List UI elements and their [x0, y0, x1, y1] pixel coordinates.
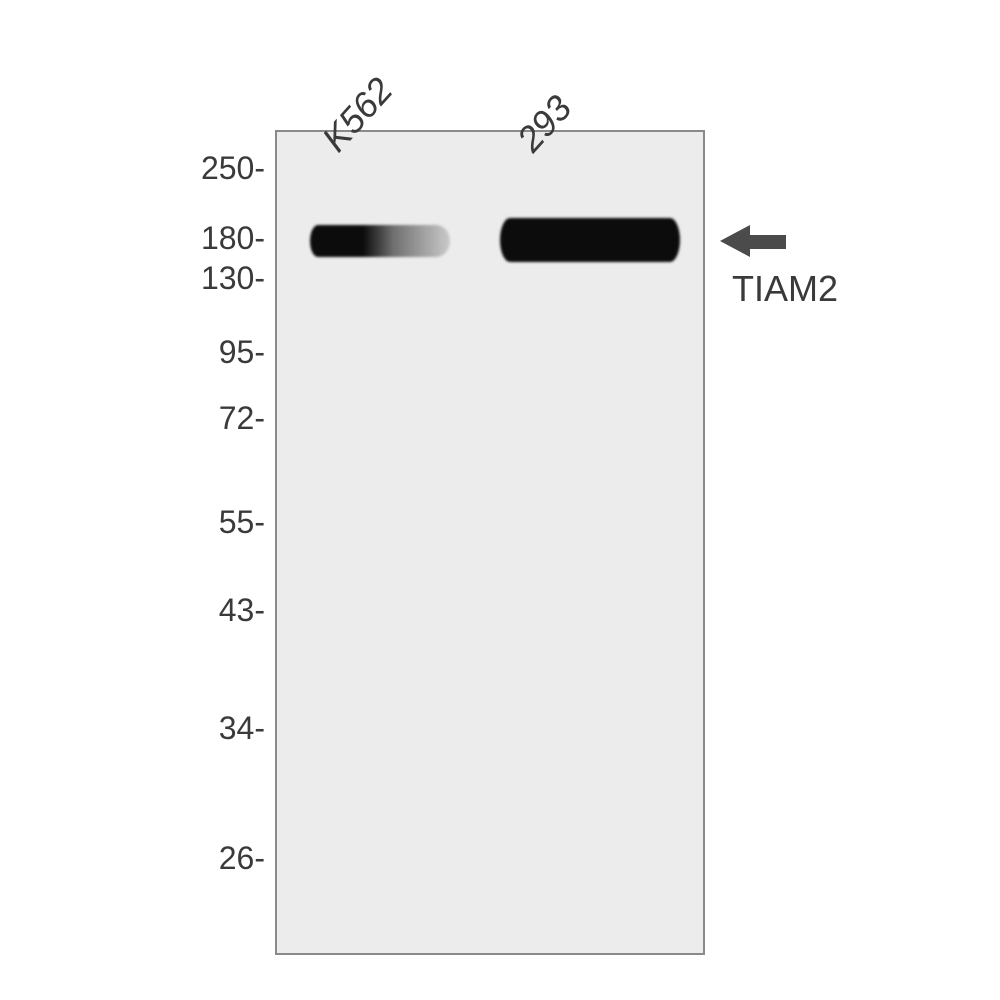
- mw-marker: 95-: [0, 334, 265, 371]
- arrow-shaft: [750, 235, 786, 249]
- western-blot-figure: 250-180-130-95-72-55-43-34-26- K562293 T…: [0, 0, 1000, 1000]
- mw-marker: 55-: [0, 504, 265, 541]
- arrow-head-icon: [720, 225, 750, 257]
- mw-marker: 180-: [0, 220, 265, 257]
- mw-marker: 43-: [0, 592, 265, 629]
- mw-marker: 72-: [0, 400, 265, 437]
- mw-marker: 130-: [0, 260, 265, 297]
- mw-marker: 34-: [0, 710, 265, 747]
- mw-marker: 26-: [0, 840, 265, 877]
- mw-marker: 250-: [0, 150, 265, 187]
- protein-band: [500, 218, 680, 262]
- protein-band: [310, 225, 450, 257]
- target-protein-label: TIAM2: [732, 268, 838, 310]
